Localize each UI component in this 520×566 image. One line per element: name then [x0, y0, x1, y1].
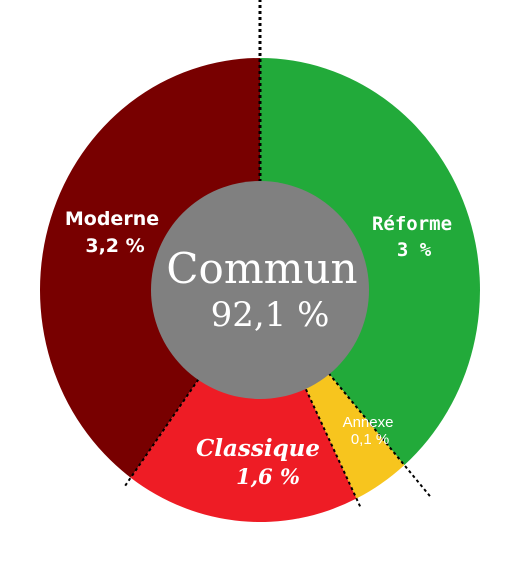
slice-moderne: [40, 58, 260, 478]
slice-value-classique: 1,6 %: [236, 464, 300, 489]
slice-classique: [130, 290, 357, 522]
slice-label-classique: Classique: [196, 435, 320, 462]
slice-value-moderne: 3,2 %: [85, 235, 144, 257]
slice-label-reforme: Réforme: [372, 213, 452, 235]
center-value: 92,1 %: [211, 295, 330, 335]
slice-label-moderne: Moderne: [65, 208, 159, 230]
slice-label-annexe: Annexe: [343, 414, 394, 431]
separator-line: [324, 368, 432, 498]
separator-line: [123, 373, 203, 488]
slice-value-annexe: 0,1 %: [351, 431, 389, 448]
slice-value-reforme: 3 %: [397, 239, 432, 261]
slice-reforme: [260, 58, 480, 466]
center-label: Commun: [166, 244, 357, 293]
center-circle-commun: [151, 181, 369, 399]
separator-line: [302, 383, 363, 510]
slices-layer: [40, 58, 480, 522]
